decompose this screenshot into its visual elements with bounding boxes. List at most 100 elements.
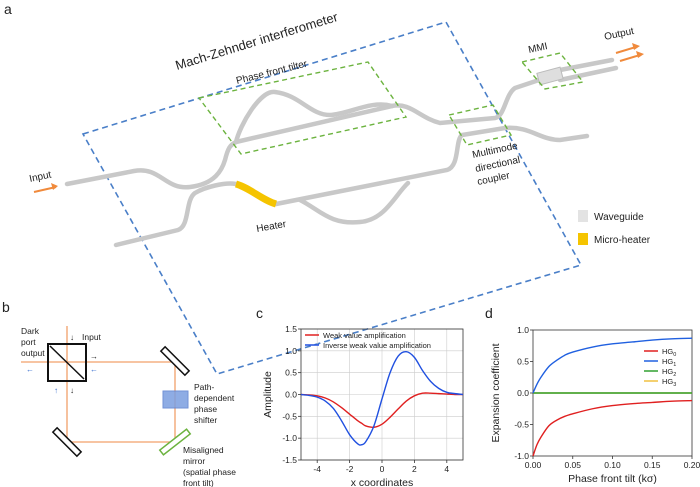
- output-arrow-1: [615, 46, 637, 54]
- legend-label: HG0: [662, 347, 676, 358]
- mirror-bottom-left: [51, 426, 83, 458]
- x-tick-label: 0.15: [644, 460, 661, 470]
- legend-label: HG1: [662, 357, 676, 368]
- misaligned-mirror: [158, 428, 192, 456]
- mmi-block: [536, 66, 564, 86]
- misaligned-2: mirror: [183, 456, 205, 466]
- series-line-hg0: [532, 399, 693, 457]
- y-tick-label: -1.0: [282, 433, 297, 443]
- shifter-2: dependent: [194, 393, 235, 403]
- waveguides: [64, 57, 619, 248]
- mmi-boundary: [520, 52, 585, 90]
- chart-d: 0.00 0.05 0.10 0.15 0.20 -1.0 -0.5 0.0 0.5 1.0 Pha…: [490, 325, 700, 485]
- misaligned-4: front tilt): [183, 478, 214, 487]
- x-tick-label: 0.00: [525, 460, 542, 470]
- y-tick-label: 0.0: [285, 390, 297, 400]
- phase-tilter-loop: [233, 89, 395, 145]
- output-arrow-2: [619, 54, 641, 62]
- output-label: Output: [603, 26, 635, 43]
- x-tick-label: 0.20: [684, 460, 700, 470]
- mzi-label: Mach-Zehnder interferometer: [173, 9, 340, 73]
- shifter-4: shifter: [194, 415, 217, 425]
- coupler-boundary: [447, 104, 513, 146]
- x-tick-label: 4: [444, 464, 449, 474]
- mzi-boundary: [81, 21, 583, 375]
- y-tick-label: 0.0: [517, 388, 529, 398]
- y-tick-label: 1.5: [285, 324, 297, 334]
- left-arrow-icon: ←: [90, 365, 98, 374]
- input-label: Input: [28, 170, 52, 185]
- x-tick-label: 0.05: [564, 460, 581, 470]
- output-arrowhead-1: [632, 43, 640, 50]
- legend-subscript: 3: [673, 382, 676, 388]
- b-input-label: Input: [82, 332, 102, 342]
- input-arrow-icon: ↓: [70, 333, 74, 342]
- legend-micro-heater: Micro-heater: [594, 235, 651, 246]
- chart-c: -4 -2 0 2 4 -1.5 -1.0 -0.5 0.0 0.5 1.0 1.5 x coordin…: [262, 324, 464, 487]
- input-arrowhead: [51, 183, 58, 190]
- panel-label-d: d: [485, 305, 493, 321]
- x-axis-label: x coordinates: [351, 477, 413, 487]
- panel-label-c: c: [256, 305, 263, 321]
- mmi-label: MMI: [527, 41, 548, 56]
- dark-port-1: Dark: [21, 326, 40, 336]
- beam-paths: [21, 326, 176, 443]
- phase-shifter: [162, 390, 189, 409]
- beam-splitter: [47, 343, 87, 382]
- legend-waveguide: Waveguide: [594, 212, 644, 223]
- beam-splitter-diagonal: [49, 345, 85, 380]
- panel-label-b: b: [2, 299, 10, 315]
- lower-loop: [297, 180, 411, 225]
- right-arrow-icon: →: [90, 352, 98, 361]
- panel-label-a: a: [4, 1, 12, 17]
- legend-subscript: 2: [673, 372, 676, 378]
- y-tick-label: 0.5: [285, 368, 297, 378]
- misaligned-3: (spatial phase: [183, 467, 236, 477]
- legend-swatch-heater: [578, 233, 588, 245]
- series-line-1: [300, 350, 464, 446]
- input-arrow: [33, 186, 57, 193]
- y-tick-label: 1.0: [517, 325, 529, 335]
- x-tick-label: -4: [313, 464, 321, 474]
- y-axis-label: Amplitude: [262, 371, 274, 418]
- series-line-0: [300, 392, 464, 429]
- input-waveguide: [64, 139, 239, 190]
- y-tick-label: 0.5: [517, 357, 529, 367]
- dark-port-2: port: [21, 337, 36, 347]
- y-tick-label: -1.5: [282, 455, 297, 465]
- y-tick-label: -0.5: [514, 420, 529, 430]
- x-tick-label: 2: [412, 464, 417, 474]
- dark-port-3: output: [21, 348, 45, 358]
- shifter-1: Path-: [194, 382, 214, 392]
- phase-tilter-label: Phase front tilter: [235, 58, 309, 86]
- x-axis-label: Phase front tilt (kσ): [568, 473, 657, 485]
- output-waveguide-2: [557, 65, 619, 83]
- down-arrow-icon: ↓: [70, 386, 74, 395]
- y-tick-label: -0.5: [282, 411, 297, 421]
- phase-tilter-boundary: [197, 61, 408, 155]
- misaligned-1: Misaligned: [183, 445, 224, 455]
- legend-label: Weak value amplification: [323, 331, 406, 340]
- y-axis-label: Expansion coefficient: [490, 343, 502, 442]
- legend-label: Inverse weak value amplification: [323, 341, 431, 350]
- output-waveguide-1: [557, 57, 615, 73]
- y-tick-label: 1.0: [285, 346, 297, 356]
- up-arrow-icon: ↑: [54, 386, 58, 395]
- legend-subscript: 1: [673, 362, 676, 368]
- x-tick-label: -2: [346, 464, 354, 474]
- mirror-top-right: [159, 345, 191, 377]
- shifter-3: phase: [194, 404, 217, 414]
- output-arrowhead-2: [636, 51, 644, 58]
- series-line-hg1: [532, 337, 693, 394]
- upper-arm: [233, 75, 548, 145]
- y-tick-label: -1.0: [514, 451, 529, 461]
- legend-label: HG2: [662, 367, 676, 378]
- x-tick-label: 0.10: [604, 460, 621, 470]
- dark-port-arrow-icon: ←: [26, 365, 34, 374]
- legend-label: HG3: [662, 377, 676, 388]
- x-tick-label: 0: [380, 464, 385, 474]
- legend-swatch-waveguide: [578, 210, 588, 222]
- micro-heater: [234, 180, 278, 208]
